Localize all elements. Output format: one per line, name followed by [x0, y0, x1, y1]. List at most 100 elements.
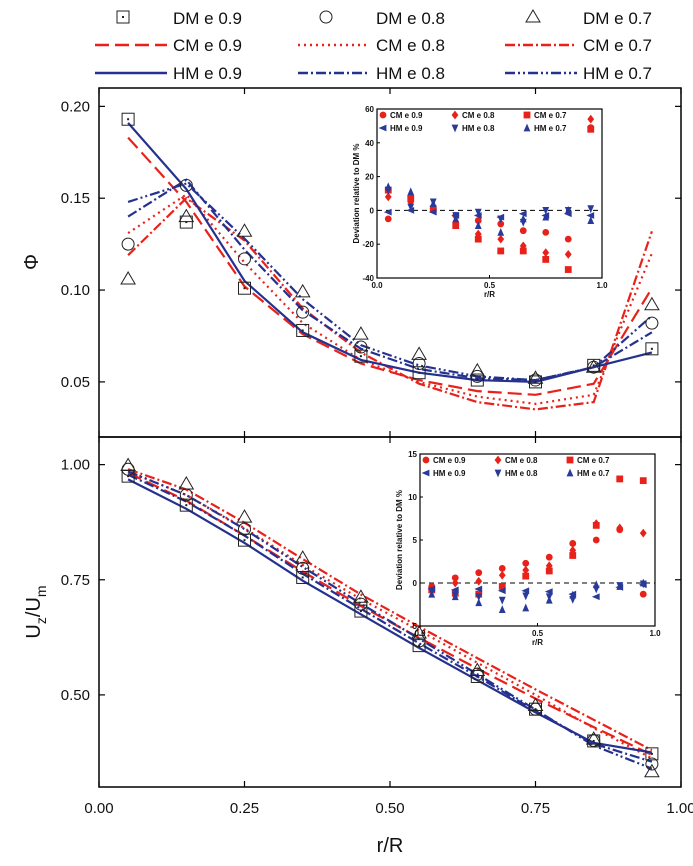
legend-item-dm-e-0-8: DM e 0.8 [319, 9, 445, 28]
legend-item-dm-e-0-9-marker [116, 10, 130, 24]
inset-legend-label: CM e 0.9 [390, 111, 423, 120]
x-tick-label: 0.75 [521, 800, 550, 817]
inset-point-cm-e-0-9 [451, 574, 459, 582]
y-axis-title-part: /U [23, 597, 45, 617]
legend-item-cm-e-0-7-label: CM e 0.7 [583, 36, 652, 55]
inset-point-cm-e-0-9 [564, 235, 572, 243]
data-point-dm-e-0-9-dot [534, 380, 537, 383]
data-point-dm-e-0-7 [353, 326, 369, 340]
data-point-dm-e-0-9 [645, 342, 659, 356]
legend-item-cm-e-0-7: CM e 0.7 [505, 36, 652, 55]
y-tick-label: 1.00 [61, 457, 90, 474]
legend-item-dm-e-0-9-marker-dot [122, 16, 124, 18]
data-point-dm-e-0-9-dot [127, 118, 130, 121]
series-line-hm-e-0-7 [127, 182, 653, 382]
y-tick-label: 0.20 [61, 98, 90, 115]
data-point-dm-e-0-7 [236, 509, 253, 523]
inset-point-cm-e-0-8 [587, 114, 595, 124]
data-point-dm-e-0-9 [238, 533, 251, 547]
legend-item-cm-e-0-9: CM e 0.9 [95, 36, 242, 55]
inset-frame [376, 108, 603, 279]
inset-point-hm-e-0-7 [452, 214, 460, 223]
inset-legend-label: CM e 0.7 [534, 111, 567, 120]
y-axis-title-part: z [33, 617, 49, 624]
inset-point-hm-e-0-9 [406, 207, 415, 214]
data-point-dm-e-0-7 [469, 662, 486, 676]
data-point-dm-e-0-8 [354, 597, 368, 611]
data-point-dm-e-0-8 [296, 305, 310, 319]
data-point-dm-e-0-8 [121, 237, 135, 251]
inset-point-hm-e-0-8 [542, 207, 550, 215]
legend-item-hm-e-0-7: HM e 0.7 [505, 64, 652, 83]
inset-legend-marker [566, 456, 574, 464]
inset-point-cm-e-0-8 [522, 565, 530, 575]
inset-point-hm-e-0-7 [451, 592, 459, 601]
inset-legend-label: HM e 0.9 [390, 124, 423, 133]
inset-point-hm-e-0-9 [428, 208, 437, 216]
data-point-dm-e-0-7 [294, 283, 311, 298]
x-tick-label: 0.00 [84, 800, 113, 817]
inset-point-cm-e-0-9 [519, 227, 527, 235]
inset-legend-label: CM e 0.9 [433, 456, 466, 465]
x-tick-label: 0.50 [375, 800, 404, 817]
data-point-dm-e-0-9-dot [418, 644, 421, 647]
data-point-dm-e-0-9-dot [127, 475, 130, 478]
data-point-dm-e-0-9 [354, 349, 368, 363]
legend-item-hm-e-0-9: HM e 0.9 [95, 64, 242, 83]
legend-item-dm-e-0-8-label: DM e 0.8 [376, 9, 445, 28]
inset-x-tick-label: 1.0 [596, 281, 608, 290]
inset-legend-marker [523, 123, 531, 132]
inset-point-cm-e-0-7 [497, 247, 505, 255]
inset-point-hm-e-0-7 [407, 187, 415, 196]
data-point-dm-e-0-9 [470, 373, 484, 387]
inset-point-cm-e-0-7 [639, 477, 647, 485]
inset-point-hm-e-0-7 [639, 578, 647, 587]
inset-legend-label: CM e 0.7 [577, 456, 610, 465]
inset-y-tick-label: 5 [413, 536, 418, 545]
inset-point-hm-e-0-8 [407, 203, 415, 212]
inset-frame [419, 453, 656, 627]
top-panel: 0.05 0.10 0.15 0.20 -40 -20 0 20 40 60 0.0 0.5 1.0 r/… [61, 87, 682, 438]
data-point-dm-e-0-9-dot [592, 364, 595, 367]
data-point-dm-e-0-8 [354, 340, 368, 354]
inset-y-axis-title: Deviation relative to DM % [352, 143, 361, 243]
data-point-dm-e-0-8 [179, 178, 193, 192]
inset-point-hm-e-0-8 [522, 592, 530, 601]
inset-point-hm-e-0-9 [521, 587, 530, 595]
bottom-panel-inset: -5 0 5 10 15 0.0 0.5 1.0 r/R Deviation relative t… [395, 450, 661, 647]
legend-item-dm-e-0-7: DM e 0.7 [525, 9, 652, 28]
data-point-dm-e-0-7 [469, 362, 486, 377]
bottom-panel: 0.50 0.75 1.00 0.00 0.25 0.50 0.75 1.00 -5 0 5 10 15… [61, 436, 693, 817]
inset-point-hm-e-0-7 [428, 589, 436, 598]
data-point-dm-e-0-9-dot [243, 287, 246, 290]
inset-point-cm-e-0-7 [452, 222, 460, 230]
inset-point-cm-e-0-8 [451, 578, 459, 588]
inset-y-tick-label: 20 [365, 173, 374, 182]
inset-point-cm-e-0-7 [587, 125, 595, 133]
data-point-dm-e-0-8 [587, 360, 601, 374]
data-point-dm-e-0-9-dot [243, 539, 246, 542]
inset-point-hm-e-0-7 [542, 212, 550, 221]
data-point-dm-e-0-9 [412, 366, 426, 380]
legend-item-hm-e-0-7-label: HM e 0.7 [583, 64, 652, 83]
inset-point-cm-e-0-7 [569, 552, 577, 559]
inset-x-axis-title: r/R [532, 638, 543, 647]
x-axis-title: r/R [377, 835, 404, 857]
data-point-dm-e-0-9-dot [359, 355, 362, 358]
inset-point-hm-e-0-7 [497, 227, 505, 236]
legend-item-cm-e-0-9-label: CM e 0.9 [173, 36, 242, 55]
inset-point-hm-e-0-7 [545, 595, 553, 604]
inset-y-tick-label: -5 [410, 622, 418, 631]
inset-point-cm-e-0-8 [474, 229, 482, 239]
inset-legend-marker [494, 455, 502, 465]
data-point-dm-e-0-8 [238, 522, 251, 536]
inset-point-cm-e-0-8 [384, 192, 392, 202]
inset-point-hm-e-0-7 [429, 199, 437, 208]
inset-legend-marker [379, 111, 387, 119]
inset-point-hm-e-0-7 [519, 214, 527, 223]
inset-x-tick-label: 0.5 [532, 629, 544, 638]
legend-item-cm-e-0-8-label: CM e 0.8 [376, 36, 445, 55]
inset-legend-marker [421, 469, 430, 477]
legend-item-cm-e-0-8: CM e 0.8 [298, 36, 445, 55]
inset-x-tick-label: 1.0 [649, 629, 661, 638]
